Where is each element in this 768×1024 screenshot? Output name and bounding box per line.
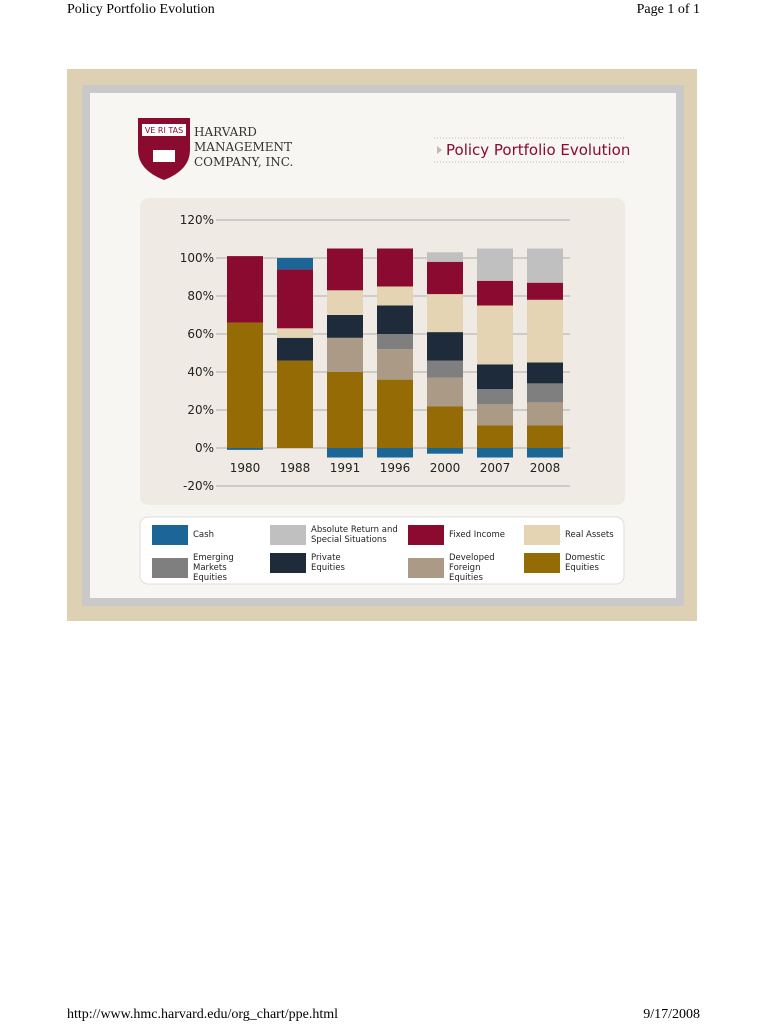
bar-segment [527,248,563,283]
legend-label: Developed Foreign Equities [449,553,495,583]
bar-segment [427,332,463,361]
bar-segment [227,256,263,323]
bar-segment [277,328,313,338]
legend-swatch [408,558,444,578]
bar-segment [527,402,563,426]
legend-label: Real Assets [565,530,614,540]
x-tick-label: 2008 [530,461,561,475]
bar-segment [527,448,563,458]
legend-item: Domestic Equities [524,553,625,573]
bar-segment [377,286,413,306]
legend-label: Domestic Equities [565,553,606,573]
legend-item: Fixed Income [408,525,509,545]
bar-segment [327,372,363,448]
bar-segment [277,269,313,329]
legend-label: Absolute Return and Special Situations [311,525,398,545]
legend-swatch [524,525,560,545]
bar-segment [327,337,363,372]
bar-segment [527,425,563,448]
logo-text: Management [194,140,292,154]
shield-text: VE RI TAS [145,126,183,135]
bar-segment [477,404,513,426]
y-tick-label: 80% [187,289,214,303]
legend-label: Emerging Markets Equities [193,553,234,583]
bar-segment [427,261,463,295]
bar-segment [527,383,563,403]
bar-segment [477,389,513,405]
bar-segment [527,299,563,363]
bar-segment [427,252,463,262]
legend-swatch [152,558,188,578]
legend-item: Absolute Return and Special Situations [270,525,406,545]
bar-segment [427,294,463,333]
y-tick-label: 0% [195,441,214,455]
bar-segment [377,448,413,458]
y-tick-label: -20% [183,479,214,493]
x-tick-label: 1991 [330,461,361,475]
bar-segment [327,448,363,458]
y-tick-label: 20% [187,403,214,417]
bar-segment [227,322,263,448]
legend-label: Private Equities [311,553,345,573]
bar-segment [377,379,413,448]
legend-swatch [524,553,560,573]
bar-segment [327,248,363,291]
shield-book [142,124,186,136]
bar-segment [527,282,563,300]
bar-segment [427,377,463,407]
bar-segment [377,334,413,350]
shield-book [153,150,175,162]
x-tick-label: 1988 [280,461,311,475]
legend-item: Cash [152,525,253,545]
legend-label: Cash [193,530,214,540]
bar-segment [227,448,263,450]
legend-item: Emerging Markets Equities [152,553,253,583]
bar-segment [277,337,313,361]
footer-url: http://www.hmc.harvard.edu/org_chart/ppe… [67,1007,338,1022]
legend-item: Private Equities [270,553,371,573]
legend-swatch [408,525,444,545]
legend-item: Real Assets [524,525,625,545]
y-tick-label: 40% [187,365,214,379]
bar-segment [377,349,413,380]
bar-segment [377,248,413,287]
bar-segment [477,425,513,448]
bar-segment [327,290,363,315]
legend-box [139,516,625,585]
chart-title: Policy Portfolio Evolution [446,141,630,159]
bar-segment [277,360,313,448]
arrow [437,146,442,154]
bar-segment [477,305,513,365]
bar-segment [427,360,463,378]
x-tick-label: 2000 [430,461,461,475]
legend-item: Developed Foreign Equities [408,553,509,583]
bar-segment [477,248,513,281]
bar-segment [477,280,513,306]
bar-segment [327,315,363,338]
bar-segment [427,448,463,454]
legend-swatch [270,525,306,545]
header-page: Page 1 of 1 [636,2,700,17]
legend-label: Fixed Income [449,530,506,540]
bar-segment [477,364,513,390]
bar-segment [527,362,563,384]
footer-date: 9/17/2008 [643,1007,700,1022]
x-tick-label: 2007 [480,461,511,475]
header-title: Policy Portfolio Evolution [67,2,215,17]
bar-segment [427,406,463,448]
logo-text: Company, Inc. [194,155,293,169]
logo-text: Harvard [194,125,257,139]
x-tick-label: 1980 [230,461,261,475]
legend-swatch [270,553,306,573]
legend-swatch [152,525,188,545]
bar-segment [277,258,313,270]
x-tick-label: 1996 [380,461,411,475]
bar-segment [477,448,513,458]
bar-segment [377,305,413,334]
y-tick-label: 100% [180,251,214,265]
y-tick-label: 120% [180,213,214,227]
y-tick-label: 60% [187,327,214,341]
